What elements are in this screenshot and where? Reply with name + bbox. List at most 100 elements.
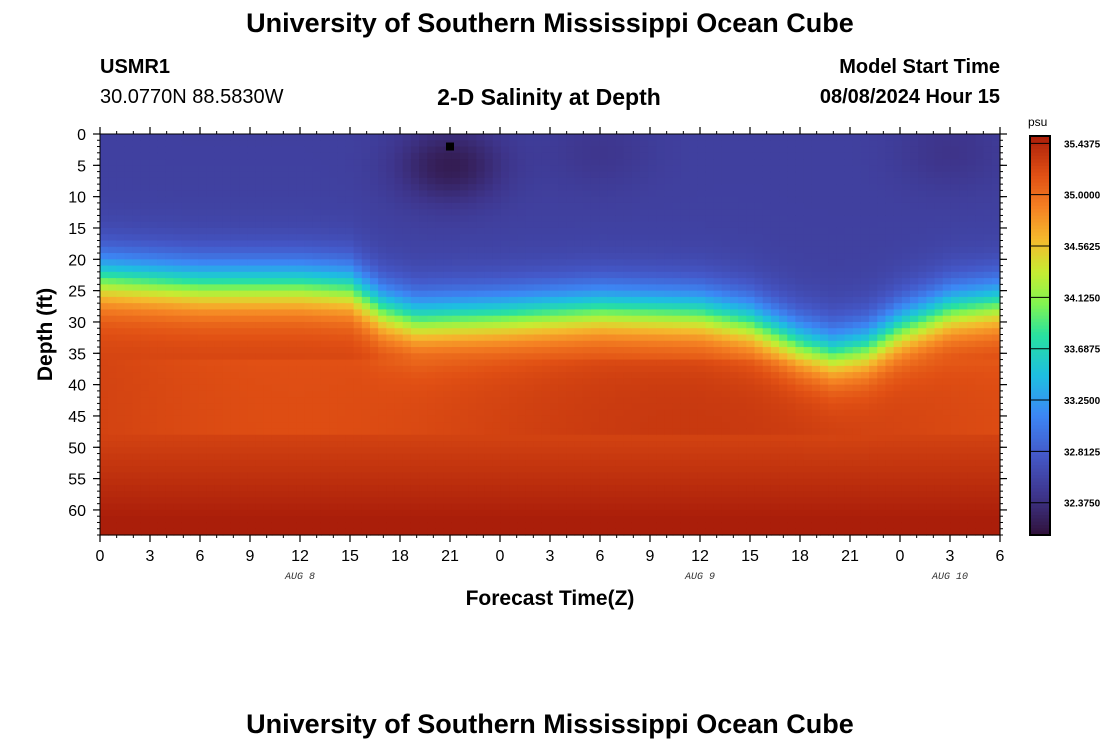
heatmap-cell <box>460 428 469 436</box>
heatmap-cell <box>435 497 445 505</box>
heatmap-cell <box>263 152 273 160</box>
heatmap-cell <box>615 240 625 248</box>
heatmap-cell <box>394 347 404 354</box>
heatmap-cell <box>329 334 338 342</box>
heatmap-cell <box>206 140 216 148</box>
heatmap-cell <box>664 484 674 492</box>
heatmap-cell <box>329 290 338 298</box>
heatmap-cell <box>451 522 461 530</box>
heatmap-cell <box>296 459 306 467</box>
heatmap-cell <box>100 190 109 198</box>
heatmap-cell <box>525 303 535 311</box>
heatmap-cell <box>402 227 412 235</box>
heatmap-cell <box>623 522 633 530</box>
heatmap-cell <box>623 491 633 499</box>
heatmap-cell <box>149 159 158 166</box>
heatmap-cell <box>296 152 306 160</box>
heatmap-cell <box>370 328 379 336</box>
heatmap-cell <box>239 234 248 242</box>
heatmap-cell <box>492 303 502 311</box>
heatmap-cell <box>541 190 551 198</box>
heatmap-cell <box>517 296 527 304</box>
heatmap-cell <box>427 484 437 492</box>
heatmap-cell <box>247 447 257 455</box>
heatmap-cell <box>460 453 469 461</box>
heatmap-cell <box>288 415 297 423</box>
heatmap-cell <box>730 403 739 411</box>
heatmap-cell <box>149 296 158 304</box>
heatmap-cell <box>190 290 199 298</box>
heatmap-cell <box>386 522 396 530</box>
heatmap-cell <box>100 353 109 361</box>
heatmap-cell <box>206 259 216 267</box>
heatmap-cell <box>582 372 592 379</box>
heatmap-cell <box>640 221 649 229</box>
heatmap-cell <box>304 403 314 411</box>
heatmap-cell <box>631 434 641 442</box>
heatmap-cell <box>165 240 175 248</box>
heatmap-cell <box>648 190 657 198</box>
heatmap-cell <box>239 447 248 455</box>
heatmap-cell <box>664 509 674 517</box>
heatmap-cell <box>582 165 592 173</box>
heatmap-cell <box>353 466 363 473</box>
heatmap-cell <box>427 221 437 229</box>
heatmap-cell <box>541 290 551 298</box>
heatmap-cell <box>689 390 698 398</box>
heatmap-cell <box>312 441 322 448</box>
heatmap-cell <box>468 390 477 398</box>
heatmap-cell <box>190 365 199 373</box>
heatmap-cell <box>582 152 592 160</box>
heatmap-cell <box>607 334 617 342</box>
heatmap-cell <box>590 372 600 379</box>
heatmap-cell <box>648 397 657 405</box>
heatmap-cell <box>206 478 216 486</box>
heatmap-cell <box>484 253 494 260</box>
heatmap-cell <box>460 215 469 223</box>
heatmap-cell <box>206 234 216 242</box>
heatmap-cell <box>680 246 690 254</box>
heatmap-cell <box>132 409 142 417</box>
heatmap-cell <box>427 522 437 530</box>
heatmap-cell <box>664 271 674 279</box>
heatmap-cell <box>664 409 674 417</box>
heatmap-cell <box>222 159 232 166</box>
heatmap-cell <box>173 165 183 173</box>
heatmap-cell <box>558 290 567 298</box>
heatmap-cell <box>590 196 600 204</box>
heatmap-cell <box>222 152 232 160</box>
heatmap-cell <box>263 259 273 267</box>
heatmap-cell <box>492 221 502 229</box>
heatmap-cell <box>541 271 551 279</box>
heatmap-cell <box>165 428 175 436</box>
heatmap-cell <box>541 353 551 361</box>
heatmap-cell <box>730 265 739 273</box>
heatmap-cell <box>574 184 584 191</box>
heatmap-cell <box>386 478 396 486</box>
heatmap-cell <box>656 453 666 461</box>
heatmap-cell <box>239 415 248 423</box>
station-id: USMR1 <box>100 56 171 78</box>
heatmap-cell <box>476 146 486 154</box>
heatmap-cell <box>173 503 183 511</box>
heatmap-cell <box>558 227 567 235</box>
heatmap-cell <box>239 215 248 223</box>
heatmap-cell <box>460 328 469 336</box>
heatmap-cell <box>304 165 314 173</box>
heatmap-cell <box>288 309 297 317</box>
heatmap-cell <box>263 528 273 536</box>
heatmap-cell <box>230 209 240 217</box>
heatmap-cell <box>394 290 404 298</box>
heatmap-cell <box>345 359 355 367</box>
heatmap-cell <box>173 459 183 467</box>
heatmap-cell <box>672 340 682 348</box>
heatmap-cell <box>337 134 347 141</box>
heatmap-cell <box>517 347 527 354</box>
heatmap-cell <box>222 134 232 141</box>
heatmap-cell <box>615 290 625 298</box>
heatmap-cell <box>443 221 453 229</box>
heatmap-cell <box>386 484 396 492</box>
heatmap-cell <box>443 516 453 524</box>
heatmap-cell <box>370 165 379 173</box>
heatmap-cell <box>460 415 469 423</box>
